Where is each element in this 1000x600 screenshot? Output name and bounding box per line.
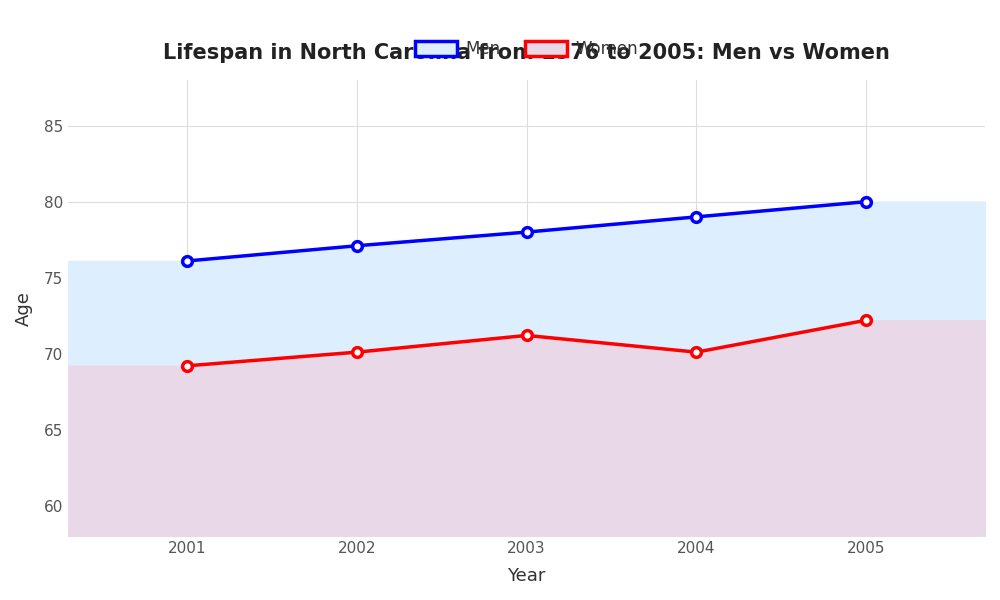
Y-axis label: Age: Age — [15, 290, 33, 326]
Legend: Men, Women: Men, Women — [409, 34, 645, 65]
X-axis label: Year: Year — [507, 567, 546, 585]
Title: Lifespan in North Carolina from 1976 to 2005: Men vs Women: Lifespan in North Carolina from 1976 to … — [163, 43, 890, 63]
